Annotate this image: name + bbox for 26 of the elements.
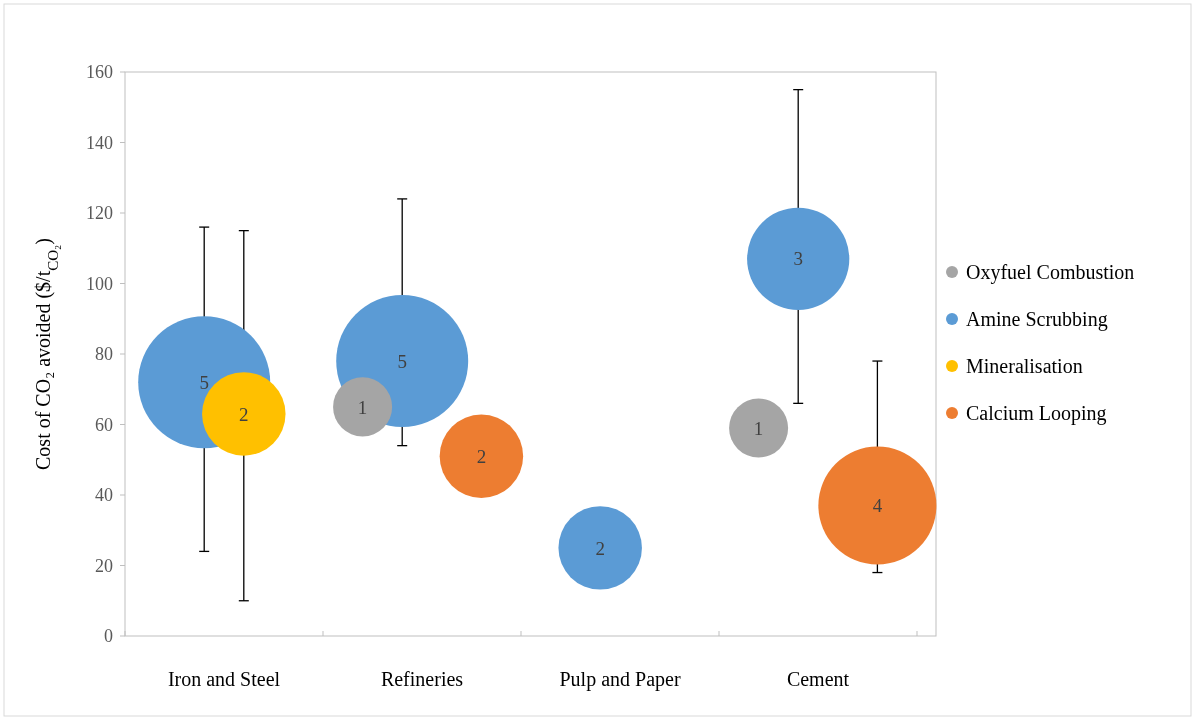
y-tick-label: 100 [86, 273, 113, 294]
annotation: 2 [476, 445, 487, 467]
annotation: 2 [595, 537, 605, 559]
y-tick-label: 20 [95, 555, 113, 576]
annotation: 5 [199, 371, 209, 393]
y-tick-label: 120 [86, 203, 113, 224]
y-tick-label: 40 [95, 485, 113, 506]
annotation: 3 [793, 248, 803, 270]
annotation: 5 [397, 350, 407, 372]
legend-label: Mineralisation [966, 355, 1083, 377]
y-tick-label: 80 [95, 344, 113, 365]
annotation: 1 [357, 396, 368, 418]
y-tick-label: 140 [86, 132, 113, 153]
annotation: 4 [872, 495, 883, 517]
legend-label: Calcium Looping [966, 402, 1107, 425]
annotation: 1 [753, 417, 764, 439]
y-tick-label: 0 [104, 626, 113, 647]
legend-label: Amine Scrubbing [966, 308, 1108, 331]
x-tick-label: Pulp and Paper [559, 668, 681, 691]
y-tick-label: 60 [95, 414, 113, 435]
legend-label: Oxyfuel Combustion [966, 261, 1135, 284]
annotation: 2 [239, 403, 249, 425]
x-tick-label: Iron and Steel [167, 668, 281, 690]
y-tick-label: 160 [86, 62, 113, 83]
x-tick-label: Refineries [380, 668, 464, 690]
x-tick-label: Cement [786, 668, 850, 690]
